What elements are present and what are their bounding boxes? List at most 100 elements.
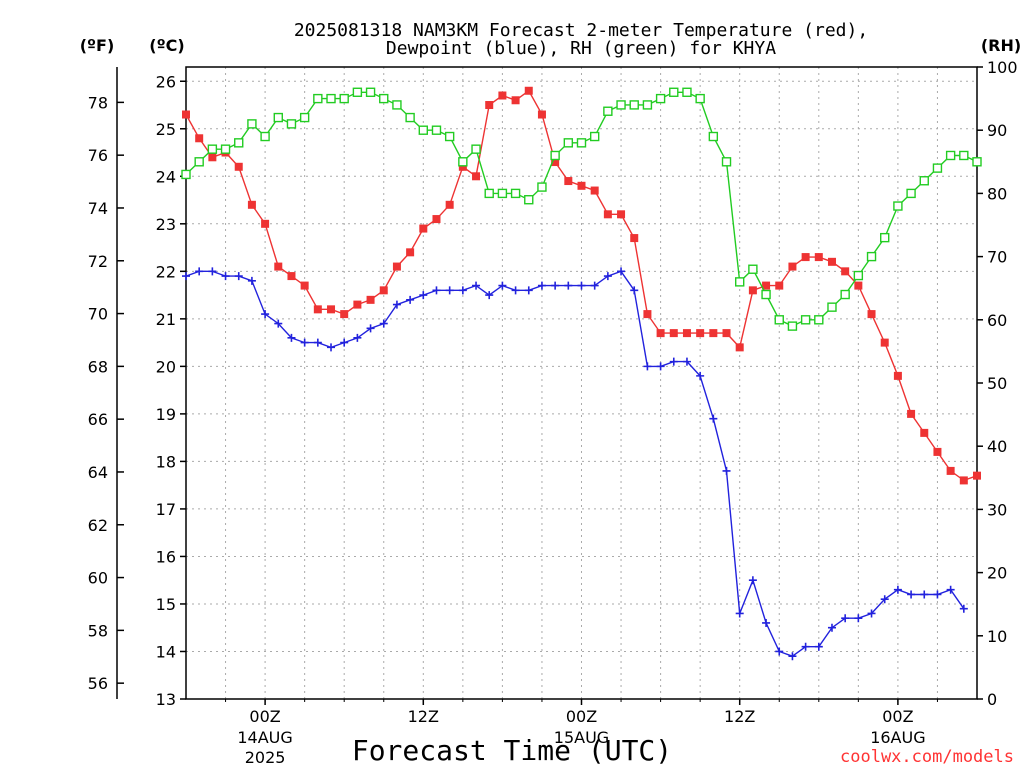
data-point [617, 210, 626, 219]
data-point [431, 125, 442, 135]
watermark: coolwx.com/models [840, 747, 1014, 767]
rh-tick-label: 70 [987, 248, 1007, 267]
data-point [340, 338, 349, 347]
series-temperature-red [182, 86, 981, 485]
data-point [629, 100, 639, 110]
data-point [867, 609, 876, 618]
data-point [313, 93, 323, 104]
celsius-tick-label: 26 [156, 72, 176, 91]
data-point [182, 272, 190, 281]
rh-tick-label: 0 [987, 690, 997, 709]
data-point [300, 281, 309, 290]
data-point [550, 150, 560, 161]
data-point [366, 295, 375, 304]
data-point [920, 428, 929, 437]
data-point [603, 210, 612, 219]
data-point [853, 270, 864, 281]
data-point [313, 305, 322, 314]
data-point [564, 281, 573, 290]
data-point [234, 138, 244, 148]
data-point [352, 87, 363, 97]
data-point [801, 253, 810, 262]
data-point [920, 590, 929, 599]
data-point [748, 576, 757, 585]
data-point [959, 150, 969, 161]
data-point [735, 277, 745, 287]
data-point [392, 300, 401, 309]
celsius-tick-label: 20 [156, 357, 176, 376]
data-point [445, 200, 454, 209]
data-point [379, 319, 388, 328]
celsius-tick-label: 21 [156, 310, 176, 329]
data-point [195, 267, 204, 276]
data-point [709, 329, 718, 338]
data-point [788, 652, 797, 661]
data-point [590, 186, 599, 195]
data-point [498, 91, 507, 100]
data-point [669, 329, 678, 338]
data-point [510, 188, 521, 199]
chart-title-line2: Dewpoint (blue), RH (green) for KHYA [386, 38, 776, 59]
data-point [537, 281, 546, 290]
fahrenheit-axis-title: (ºF) [80, 36, 115, 55]
data-point [419, 224, 428, 233]
fahrenheit-tick-label: 64 [88, 463, 108, 482]
data-point [208, 153, 217, 162]
data-point [788, 262, 797, 271]
data-point [775, 647, 784, 656]
rh-tick-label: 80 [987, 184, 1007, 203]
fahrenheit-tick-label: 74 [88, 199, 108, 218]
data-point [484, 188, 494, 199]
data-point [959, 476, 968, 485]
data-point [722, 466, 731, 475]
data-point [273, 112, 283, 123]
celsius-tick-label: 18 [156, 452, 176, 471]
data-point [261, 219, 270, 228]
data-point [485, 101, 494, 110]
data-point [551, 158, 560, 167]
data-point [576, 138, 587, 148]
data-point [234, 272, 243, 281]
data-point [814, 642, 823, 651]
rh-tick-label: 50 [987, 374, 1007, 393]
data-point [498, 281, 507, 290]
x-tick-label: 00Z [249, 707, 280, 726]
data-point [537, 110, 546, 119]
data-point [260, 131, 270, 142]
celsius-tick-label: 23 [156, 215, 176, 234]
series-dewpoint-blue [182, 267, 968, 661]
data-point [682, 329, 691, 338]
axes [116, 66, 983, 705]
data-point [300, 338, 309, 347]
data-point [656, 362, 665, 371]
x-tick-label: 00Z [882, 707, 913, 726]
data-point [933, 447, 942, 456]
data-point [234, 162, 243, 171]
data-point [919, 176, 929, 186]
celsius-tick-label: 14 [156, 642, 176, 661]
data-point [247, 119, 257, 129]
celsius-tick-label: 13 [156, 690, 176, 709]
data-point [774, 315, 784, 325]
data-point [590, 281, 599, 290]
data-point [392, 100, 402, 110]
data-point [762, 618, 771, 627]
data-point [444, 131, 455, 142]
x-tick-label: 12Z [408, 707, 439, 726]
data-point [327, 305, 336, 314]
data-point [220, 144, 231, 154]
celsius-tick-label: 24 [156, 167, 176, 186]
data-point [432, 215, 441, 224]
data-point [907, 590, 916, 599]
data-point [669, 357, 678, 366]
fahrenheit-tick-label: 66 [88, 410, 108, 429]
data-point [524, 86, 533, 95]
data-point [299, 112, 310, 123]
data-point [577, 181, 586, 190]
data-point [366, 324, 375, 333]
data-point [656, 329, 665, 338]
data-point [643, 362, 652, 371]
x-tick-date-label: 16AUG [870, 728, 925, 747]
data-point [906, 188, 916, 199]
celsius-tick-label: 19 [156, 405, 176, 424]
